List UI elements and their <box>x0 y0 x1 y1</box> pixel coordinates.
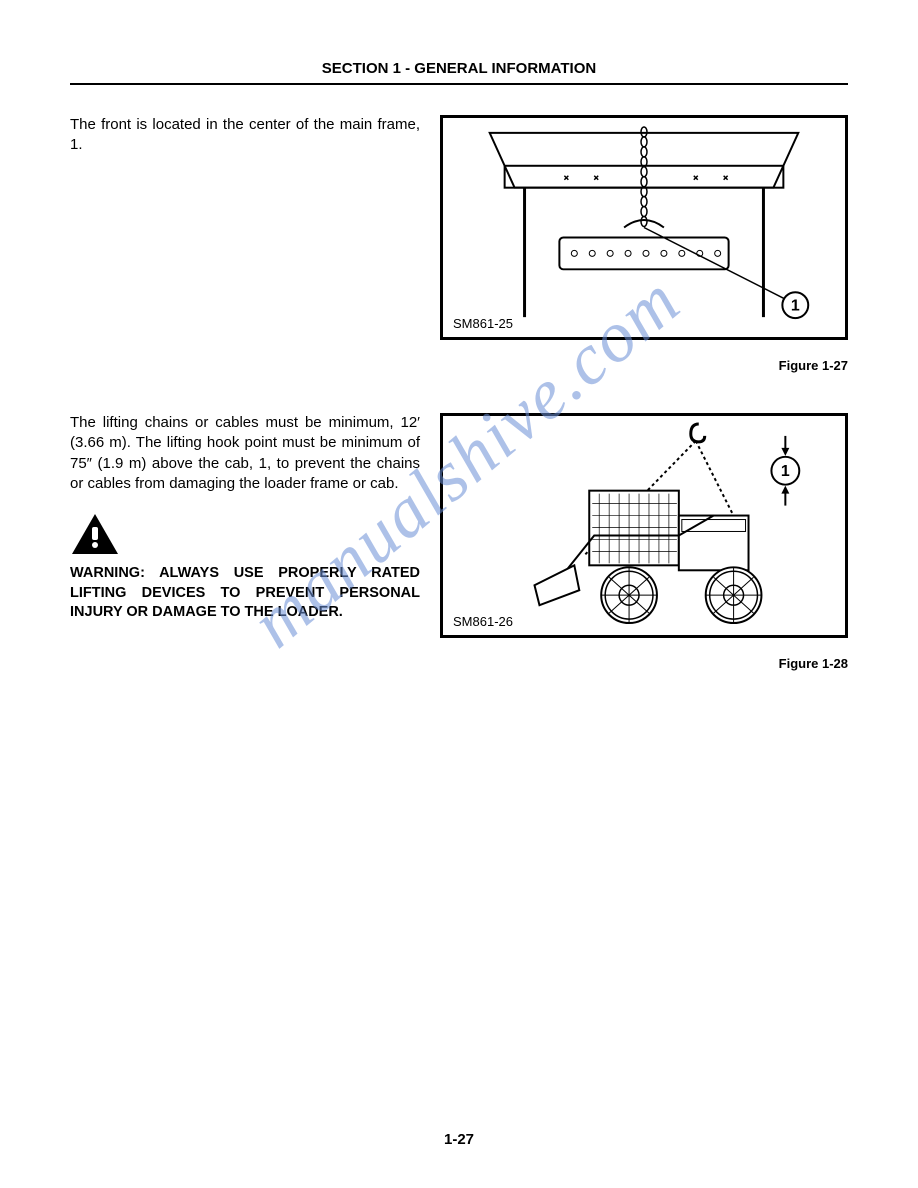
figure-1-28: 1 SM861-26 <box>440 413 848 638</box>
figure-id-1: SM861-25 <box>453 316 513 331</box>
section-header: SECTION 1 - GENERAL INFORMATION <box>70 60 848 85</box>
figure-caption-2: Figure 1-28 <box>440 656 848 671</box>
figure-1-28-illustration: 1 <box>443 416 845 635</box>
content-row-2: The lifting chains or cables must be min… <box>70 413 848 701</box>
callout-1: 1 <box>791 298 800 315</box>
page-number: 1-27 <box>0 1131 918 1148</box>
warning-triangle-icon <box>70 512 420 556</box>
content-row-1: The front is located in the center of th… <box>70 115 848 403</box>
figure-id-2: SM861-26 <box>453 614 513 629</box>
figure-caption-1: Figure 1-27 <box>440 358 848 373</box>
figure-1-27-illustration: 1 <box>443 118 845 337</box>
paragraph-2: The lifting chains or cables must be min… <box>70 413 420 494</box>
figure-1-27: 1 SM861-25 <box>440 115 848 340</box>
callout-2: 1 <box>781 463 790 480</box>
warning-text: WARNING: ALWAYS USE PROPERLY RATED LIFTI… <box>70 564 420 623</box>
paragraph-1: The front is located in the center of th… <box>70 115 420 403</box>
